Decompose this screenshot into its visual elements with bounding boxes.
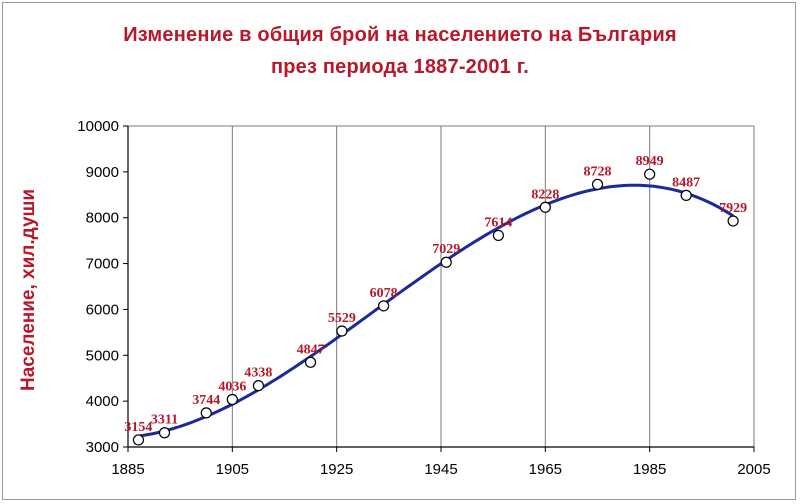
data-point — [200, 407, 212, 419]
y-tick-label: 8000 — [86, 210, 119, 227]
data-label: 5529 — [328, 311, 356, 326]
data-label: 8228 — [531, 187, 559, 202]
data-label: 4036 — [218, 379, 246, 394]
data-point — [226, 393, 238, 406]
x-tick-label: 1945 — [424, 461, 457, 478]
data-label: 3154 — [124, 420, 152, 435]
y-tick-label: 9000 — [86, 164, 119, 181]
data-label: 7614 — [484, 215, 512, 230]
chart-title: Изменение в общия брой на населението на… — [123, 24, 677, 46]
tick-labels: 1885 1905 1925 1945 1965 1985 2005 3000 4000 5000… — [77, 118, 770, 478]
axes — [123, 125, 755, 452]
data-point — [132, 434, 145, 446]
x-tick-label: 1905 — [216, 461, 249, 478]
data-point — [539, 201, 551, 213]
gridlines — [128, 125, 755, 447]
data-point — [591, 178, 604, 190]
x-tick-label: 1965 — [529, 461, 562, 478]
chart-subtitle: през периода 1887-2001 г. — [270, 56, 530, 78]
x-tick-label: 1925 — [320, 461, 353, 478]
data-label: 7029 — [432, 242, 460, 257]
y-tick-label: 10000 — [77, 118, 119, 135]
data-point — [727, 215, 739, 227]
data-point — [680, 189, 692, 201]
data-label: 4847 — [297, 342, 325, 357]
data-point — [336, 325, 348, 337]
data-label: 7929 — [719, 201, 747, 216]
x-tick-label: 1885 — [111, 461, 144, 478]
data-point — [492, 229, 504, 242]
data-points — [132, 168, 739, 446]
y-tick-label: 4000 — [86, 393, 119, 410]
data-point — [378, 300, 390, 312]
data-label: 8728 — [584, 164, 612, 179]
data-label: 3311 — [151, 413, 178, 428]
data-point — [440, 256, 452, 268]
x-tick-label: 2005 — [737, 461, 770, 478]
y-tick-label: 3000 — [86, 439, 119, 456]
trendline — [138, 183, 734, 438]
data-point — [644, 168, 656, 180]
trendline-layer — [138, 183, 734, 438]
data-label: 8949 — [636, 154, 664, 169]
data-point — [304, 356, 317, 368]
y-tick-label: 7000 — [86, 256, 119, 273]
data-label: 3744 — [192, 393, 220, 408]
y-tick-label: 5000 — [86, 347, 119, 364]
data-point — [158, 427, 171, 439]
x-tick-label: 1985 — [633, 461, 666, 478]
data-label: 6078 — [370, 286, 398, 301]
data-label: 8487 — [672, 175, 700, 190]
y-tick-label: 6000 — [86, 301, 119, 318]
data-point — [252, 380, 265, 392]
data-label: 4338 — [244, 366, 272, 381]
